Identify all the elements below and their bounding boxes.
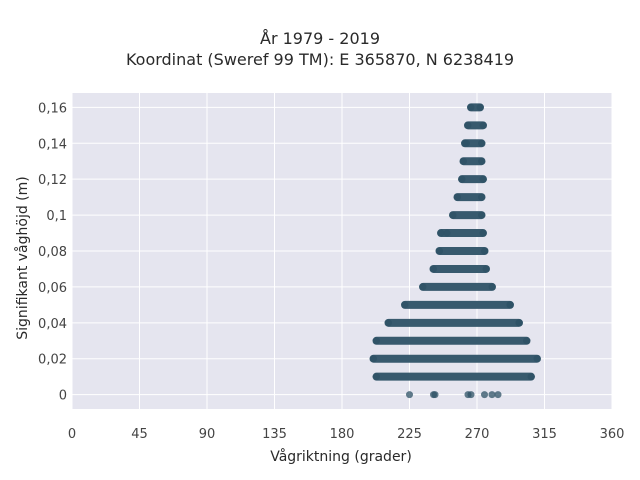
y-tick-label: 0,04 [38, 317, 67, 332]
x-axis-label: Vågriktning (grader) [270, 448, 412, 465]
data-point [478, 157, 485, 165]
y-tick-label: 0,16 [38, 101, 67, 116]
y-tick-label: 0,02 [38, 353, 67, 368]
data-point [437, 229, 445, 237]
data-point [479, 175, 487, 183]
chart-title: År 1979 - 2019 [260, 29, 380, 48]
data-point [460, 157, 467, 165]
data-point [515, 319, 523, 327]
y-tick-label: 0,1 [46, 209, 67, 224]
x-axis-ticks: 0 45 90 135 180 225 270 315 360 [68, 427, 625, 442]
x-tick-label: 45 [131, 427, 148, 442]
data-point [482, 265, 490, 273]
data-point [506, 301, 514, 309]
data-point [467, 391, 475, 399]
data-point [494, 391, 502, 399]
data-point [401, 301, 409, 309]
data-point [478, 193, 485, 201]
x-tick-label: 270 [465, 427, 490, 442]
data-point [385, 319, 392, 327]
data-point [488, 391, 496, 399]
y-axis-label: Signifikant våghöjd (m) [14, 176, 31, 339]
x-tick-label: 90 [199, 427, 216, 442]
x-tick-label: 180 [330, 427, 355, 442]
data-point [370, 355, 377, 363]
data-point [478, 211, 485, 219]
data-point [449, 211, 457, 219]
data-point [527, 373, 535, 381]
data-point [479, 229, 487, 237]
data-point [523, 337, 530, 345]
data-point [443, 229, 451, 237]
data-point [454, 193, 461, 201]
y-tick-label: 0,12 [38, 173, 67, 188]
y-tick-label: 0,14 [38, 137, 67, 152]
x-tick-label: 315 [532, 427, 557, 442]
data-point [406, 391, 413, 399]
data-point [436, 247, 443, 255]
data-point [478, 139, 485, 147]
data-point [481, 247, 488, 255]
data-point [479, 121, 487, 129]
data-point [373, 373, 380, 381]
data-point [373, 337, 380, 345]
data-point [467, 103, 475, 111]
data-points [406, 139, 523, 399]
x-tick-label: 225 [397, 427, 422, 442]
data-point [464, 121, 472, 129]
data-rows [369, 103, 541, 381]
data-point [476, 103, 484, 111]
y-tick-label: 0 [59, 389, 67, 404]
data-point [430, 265, 437, 273]
y-tick-label: 0,08 [38, 245, 67, 260]
x-tick-label: 360 [600, 427, 625, 442]
data-point [533, 355, 541, 363]
chart-subtitle: Koordinat (Sweref 99 TM): E 365870, N 62… [125, 50, 515, 69]
data-point [488, 283, 496, 291]
y-axis-ticks: 0 0,02 0,04 0,06 0,08 0,1 0,12 0,14 0,16 [38, 101, 67, 403]
x-tick-label: 0 [68, 427, 76, 442]
data-point [431, 391, 439, 399]
y-tick-label: 0,06 [38, 281, 67, 296]
data-point [458, 175, 466, 183]
data-point [419, 283, 427, 291]
data-point [463, 139, 470, 147]
x-tick-label: 135 [262, 427, 287, 442]
data-point [481, 391, 488, 399]
